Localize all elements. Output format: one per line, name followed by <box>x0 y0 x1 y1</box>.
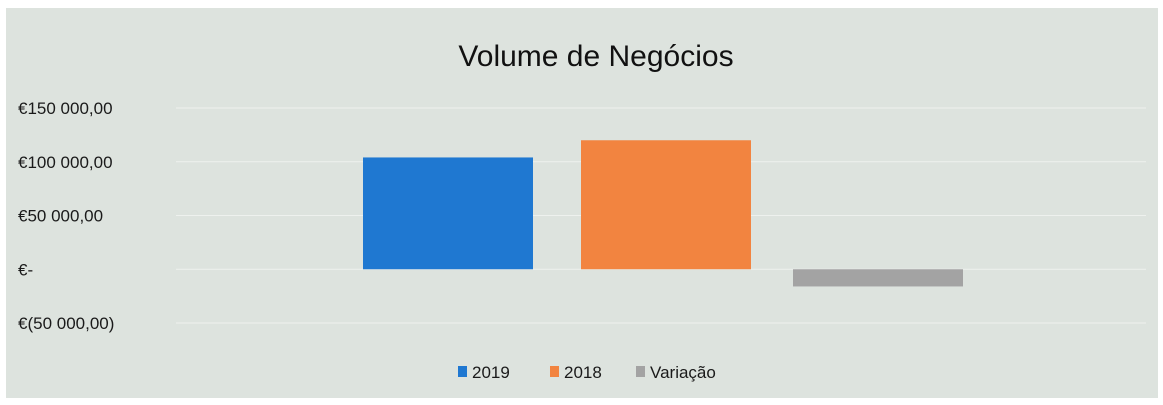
bars <box>363 140 963 287</box>
legend-swatch-2018 <box>550 366 559 377</box>
chart-svg: Volume de Negócios €150 000,00 €100 000,0… <box>18 40 1146 382</box>
chart-panel: Volume de Negócios €150 000,00 €100 000,0… <box>6 8 1158 398</box>
legend-label-2019: 2019 <box>472 363 510 382</box>
y-tick-label: €50 000,00 <box>18 207 103 226</box>
legend-label-2018: 2018 <box>564 363 602 382</box>
legend-label-variacao: Variação <box>650 363 716 382</box>
y-tick-label: €150 000,00 <box>18 99 113 118</box>
y-tick-label: €100 000,00 <box>18 153 113 172</box>
legend: 2019 2018 Variação <box>458 363 716 382</box>
bar-2019 <box>363 157 533 270</box>
bar-2018 <box>581 140 751 270</box>
y-tick-label: €(50 000,00) <box>18 314 114 333</box>
y-axis: €150 000,00 €100 000,00 €50 000,00 €- €(50 0… <box>18 99 114 333</box>
legend-swatch-2019 <box>458 366 467 377</box>
y-tick-label: €- <box>18 260 33 279</box>
chart-title: Volume de Negócios <box>458 40 733 73</box>
legend-swatch-variacao <box>636 366 645 377</box>
bar-variacao <box>793 269 963 287</box>
